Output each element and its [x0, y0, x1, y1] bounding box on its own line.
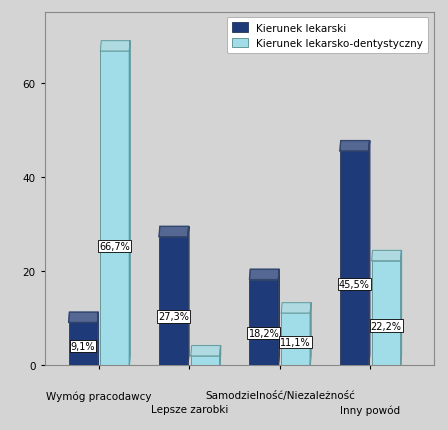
Polygon shape: [220, 346, 221, 366]
Polygon shape: [369, 141, 370, 366]
Bar: [372, 261, 401, 366]
Polygon shape: [129, 42, 130, 366]
Bar: [340, 152, 369, 366]
Polygon shape: [101, 42, 130, 52]
Polygon shape: [372, 251, 401, 261]
Polygon shape: [97, 312, 98, 366]
Text: Inny powód: Inny powód: [340, 404, 401, 415]
Polygon shape: [340, 141, 370, 152]
Text: 22,2%: 22,2%: [371, 321, 402, 331]
Polygon shape: [310, 303, 311, 366]
Text: 45,5%: 45,5%: [339, 279, 370, 289]
Polygon shape: [159, 227, 189, 237]
Polygon shape: [249, 270, 279, 280]
Bar: [101, 52, 129, 366]
Text: Wymóg pracodawcy: Wymóg pracodawcy: [46, 390, 152, 401]
Text: 9,1%: 9,1%: [71, 341, 95, 351]
Text: 27,3%: 27,3%: [158, 312, 189, 322]
Polygon shape: [68, 312, 98, 323]
Polygon shape: [188, 227, 189, 366]
Bar: [281, 313, 310, 366]
Text: Lepsze zarobki: Lepsze zarobki: [151, 404, 228, 414]
Text: 18,2%: 18,2%: [249, 328, 279, 338]
Polygon shape: [278, 270, 279, 366]
Bar: [68, 323, 97, 366]
Text: 11,1%: 11,1%: [280, 337, 311, 347]
Text: Samodzielność/Niezależność: Samodzielność/Niezależność: [205, 390, 355, 400]
Bar: [191, 356, 220, 366]
Text: 66,7%: 66,7%: [100, 241, 130, 251]
Bar: [249, 280, 278, 366]
Legend: Kierunek lekarski, Kierunek lekarsko-dentystyczny: Kierunek lekarski, Kierunek lekarsko-den…: [227, 18, 428, 54]
Polygon shape: [191, 346, 221, 356]
Bar: [159, 237, 188, 366]
Polygon shape: [281, 303, 311, 313]
